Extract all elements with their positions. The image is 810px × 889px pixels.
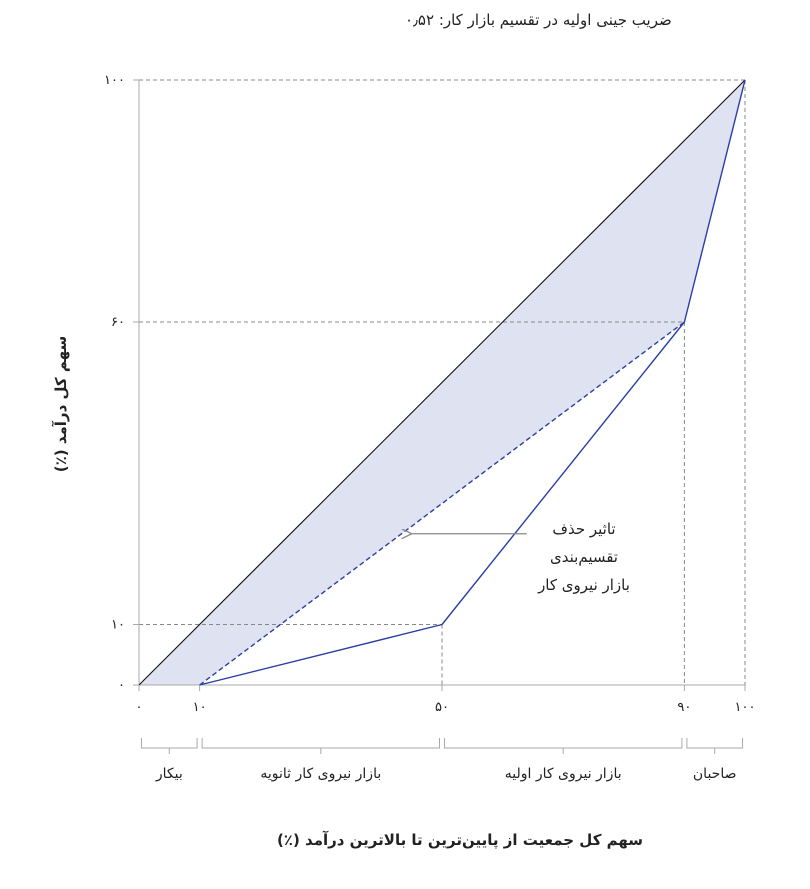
reference-guides — [139, 79, 746, 685]
group-label: بیکار — [155, 766, 183, 782]
series-line-equality-line — [138, 79, 746, 686]
x-axis-label: سهم کل جمعیت از پایین‌ترین تا بالاترین د… — [277, 831, 643, 850]
chart-subtitle: ضریب جینی اولیه در تقسیم بازار کار: ۰٫۵۲ — [405, 11, 672, 29]
group-label: بازار نیروی کار ثانویه — [260, 766, 381, 782]
annotation-line: تقسیم‌بندی — [550, 548, 618, 566]
population-groups: بیکار بازار نیروی کار ثانویه بازار نیروی ک… — [141, 738, 743, 782]
y-tick-label: ۰ — [118, 678, 125, 693]
y-tick-label: ۱۰ — [111, 618, 125, 633]
x-tick-label: ۱۰۰ — [735, 700, 756, 715]
axis-ticks: ۰ ۱۰ ۵۰ ۹۰ ۱۰۰ ۰ ۱۰ ۶۰ ۱۰۰ — [104, 73, 755, 715]
group-bracket — [201, 738, 440, 749]
x-tick-label: ۰ — [136, 700, 143, 715]
y-tick-label: ۱۰۰ — [104, 73, 125, 88]
x-tick-label: ۱۰ — [193, 700, 207, 715]
x-tick-label: ۵۰ — [435, 700, 449, 715]
annotation: تاثیر حذف تقسیم‌بندی بازار نیروی کار — [412, 520, 630, 594]
annotation-line: بازار نیروی کار — [537, 576, 630, 594]
group-bracket — [444, 738, 683, 749]
group-label: صاحبان — [693, 766, 737, 782]
group-label: بازار نیروی کار اولیه — [505, 766, 622, 782]
series-line-solid — [199, 79, 746, 686]
group-bracket — [141, 738, 198, 749]
x-tick-label: ۹۰ — [677, 700, 691, 715]
y-axis-label: سهم کل درآمد (٪) — [52, 336, 70, 473]
annotation-line: تاثیر حذف — [552, 520, 615, 538]
series-line-dashed — [199, 321, 685, 686]
y-tick-label: ۶۰ — [111, 315, 125, 330]
series-layer — [138, 79, 746, 686]
group-bracket — [686, 738, 743, 749]
